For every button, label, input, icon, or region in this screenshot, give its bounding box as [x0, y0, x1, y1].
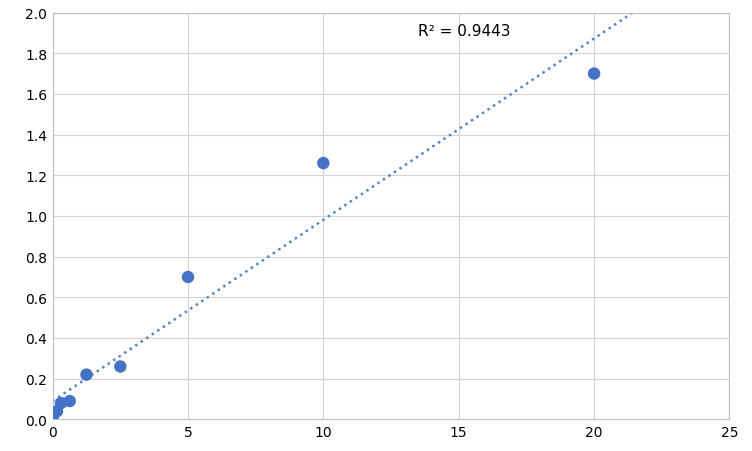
Point	[47, 414, 59, 421]
Point	[317, 160, 329, 167]
Point	[51, 408, 63, 415]
Point	[64, 398, 76, 405]
Point	[80, 371, 92, 378]
Point	[114, 363, 126, 370]
Point	[588, 71, 600, 78]
Text: R² = 0.9443: R² = 0.9443	[418, 23, 511, 39]
Point	[55, 400, 67, 407]
Point	[182, 274, 194, 281]
